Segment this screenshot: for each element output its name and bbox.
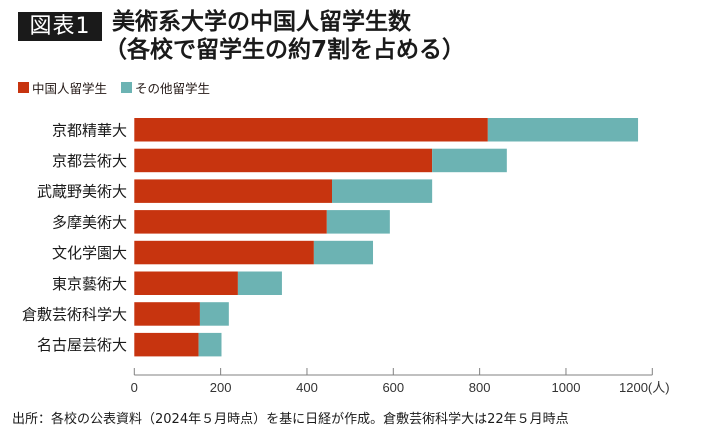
bar-chinese-students xyxy=(134,118,488,142)
category-label: 京都精華大 xyxy=(52,121,127,139)
category-label: 文化学園大 xyxy=(52,244,127,262)
legend-item-other: その他留学生 xyxy=(121,78,210,97)
x-tick-label: 1200(人) xyxy=(619,380,670,395)
chart-subtitle: （各校で留学生の約7割を占める） xyxy=(104,37,466,63)
x-tick-label: 1000 xyxy=(552,380,581,395)
bar-chinese-students xyxy=(134,302,200,326)
category-label: 倉敷芸術科学大 xyxy=(22,305,127,323)
legend-swatch-chinese xyxy=(18,82,29,93)
bar-other-students xyxy=(198,332,222,357)
bar-other-students xyxy=(237,271,282,295)
bar-chinese-students xyxy=(134,148,433,173)
bar-other-students xyxy=(326,210,390,234)
x-tick-label: 600 xyxy=(382,380,404,395)
x-tick-label: 800 xyxy=(469,380,491,395)
category-label: 京都芸術大 xyxy=(52,152,127,170)
bar-chinese-students xyxy=(134,271,238,295)
legend-label-other: その他留学生 xyxy=(135,81,211,96)
legend: 中国人留学生 その他留学生 xyxy=(18,78,224,97)
x-tick-label: 0 xyxy=(131,380,138,395)
bar-other-students xyxy=(313,240,374,265)
x-tick-label: 400 xyxy=(296,380,318,395)
category-label: 東京藝術大 xyxy=(52,275,127,293)
legend-label-chinese: 中国人留学生 xyxy=(32,81,108,96)
bar-chinese-students xyxy=(134,179,333,203)
source-note: 出所：各校の公表資料（2024年５月時点）を基に日経が作成。倉敷芸術科学大は22… xyxy=(12,412,569,427)
category-label: 多摩美術大 xyxy=(52,213,127,231)
chart-title-line1: 美術系大学の中国人留学生数 xyxy=(112,9,411,35)
legend-swatch-other xyxy=(121,82,133,93)
bar-chinese-students xyxy=(134,210,327,234)
chart-title: 美術系大学の中国人留学生数 （各校で留学生の約7割を占める） xyxy=(104,8,465,64)
bar-chinese-students xyxy=(134,240,314,265)
bar-other-students xyxy=(199,302,229,326)
category-label: 武蔵野美術大 xyxy=(37,183,127,201)
bar-other-students xyxy=(332,179,433,203)
legend-item-chinese: 中国人留学生 xyxy=(18,78,107,97)
bar-chinese-students xyxy=(134,332,199,357)
x-tick-label: 200 xyxy=(210,380,232,395)
bar-other-students xyxy=(487,118,639,142)
category-label: 名古屋芸術大 xyxy=(37,336,127,354)
bar-other-students xyxy=(432,148,507,173)
figure-badge: 図表1 xyxy=(18,12,102,41)
